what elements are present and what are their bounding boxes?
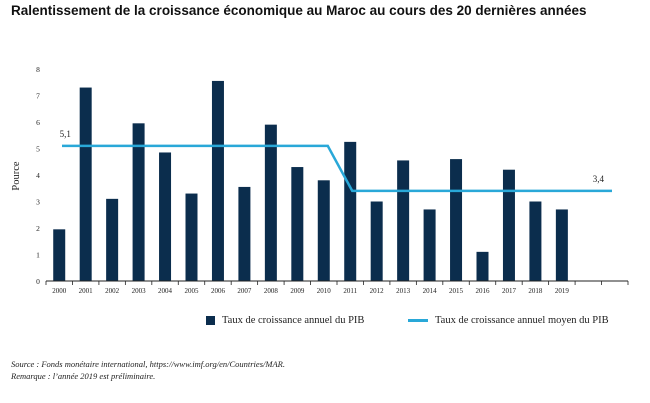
- x-tick-label: 2019: [555, 287, 570, 295]
- x-tick-label: 2000: [52, 287, 67, 295]
- x-tick-label: 2001: [79, 287, 94, 295]
- x-tick-label: 2003: [132, 287, 147, 295]
- x-tick-label: 2014: [423, 287, 438, 295]
- bar: [476, 251, 489, 281]
- y-tick-label: 1: [36, 251, 40, 260]
- chart-title: Ralentissement de la croissance économiq…: [11, 3, 587, 18]
- bars-group: [53, 80, 568, 282]
- y-axis-label: Pource: [11, 161, 22, 190]
- line-annotations: 5,1 3,4: [60, 129, 605, 184]
- y-tick-label: 6: [36, 118, 40, 127]
- x-tick-label: 2013: [396, 287, 411, 295]
- x-tick-label: 2011: [343, 287, 357, 295]
- legend-line-swatch: [408, 319, 428, 322]
- x-tick-label: 2004: [158, 287, 173, 295]
- bar: [264, 124, 277, 282]
- y-tick-label: 3: [36, 198, 40, 207]
- legend: Taux de croissance annuel du PIB Taux de…: [0, 315, 650, 333]
- y-tick-label: 7: [36, 92, 40, 101]
- x-tick-label: 2005: [185, 287, 200, 295]
- footnotes: Source : Fonds monétaire international, …: [11, 358, 285, 382]
- x-tick-label: 2018: [528, 287, 543, 295]
- legend-line-label: Taux de croissance annuel moyen du PIB: [435, 315, 609, 326]
- bar: [370, 201, 383, 281]
- y-tick-label: 5: [36, 145, 40, 154]
- legend-bar-swatch: [206, 316, 215, 325]
- source-note: Source : Fonds monétaire international, …: [11, 359, 285, 369]
- bar: [159, 152, 172, 281]
- bar: [450, 159, 463, 281]
- x-axis-ticks: 2000 2001 2002 2003 2004 2005 2006 2007 2008 2009…: [45, 281, 629, 295]
- y-tick-label: 0: [36, 277, 40, 286]
- x-tick-label: 2002: [105, 287, 120, 295]
- remark-note: Remarque : l’année 2019 est préliminaire…: [11, 371, 156, 381]
- average-growth-line: [62, 144, 612, 193]
- line-annotation-label: 3,4: [593, 174, 605, 184]
- x-tick-label: 2009: [290, 287, 305, 295]
- legend-item-line: Taux de croissance annuel moyen du PIB: [408, 315, 609, 326]
- line-annotation-label: 5,1: [60, 129, 71, 139]
- bar: [211, 80, 224, 281]
- legend-item-bars: Taux de croissance annuel du PIB: [206, 315, 364, 326]
- x-tick-label: 2015: [449, 287, 464, 295]
- x-tick-label: 2017: [502, 287, 517, 295]
- x-tick-label: 2010: [317, 287, 332, 295]
- bar: [529, 201, 542, 281]
- bar: [238, 186, 251, 281]
- bar: [555, 209, 568, 281]
- bar: [317, 180, 330, 281]
- bar: [185, 193, 198, 281]
- x-tick-label: 2007: [237, 287, 252, 295]
- bar: [397, 160, 410, 281]
- legend-bars-label: Taux de croissance annuel du PIB: [222, 315, 365, 326]
- x-tick-label: 2006: [211, 287, 226, 295]
- bar: [423, 209, 436, 281]
- bar: [132, 123, 145, 281]
- y-tick-label: 2: [36, 224, 40, 233]
- bar: [79, 87, 92, 281]
- bar: [53, 229, 66, 281]
- x-tick-label: 2012: [370, 287, 385, 295]
- y-tick-label: 8: [36, 65, 40, 74]
- bar: [106, 198, 119, 281]
- y-axis-ticks: 0 1 2 3 4 5 6 7 8: [36, 65, 40, 286]
- x-tick-label: 2016: [476, 287, 491, 295]
- bar: [291, 167, 304, 281]
- bar: [344, 141, 357, 281]
- x-tick-label: 2008: [264, 287, 279, 295]
- bar: [502, 169, 515, 281]
- y-tick-label: 4: [36, 171, 40, 180]
